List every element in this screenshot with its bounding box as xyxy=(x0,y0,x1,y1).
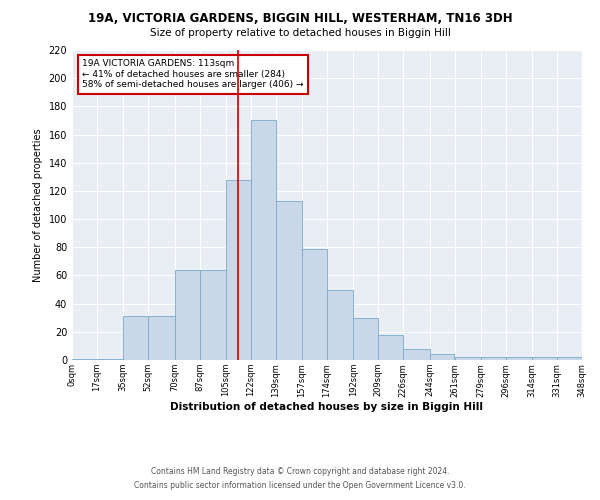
Bar xyxy=(430,354,455,360)
Text: Distribution of detached houses by size in Biggin Hill: Distribution of detached houses by size … xyxy=(170,402,484,412)
Bar xyxy=(532,357,557,360)
Bar xyxy=(97,358,123,360)
Bar xyxy=(403,348,430,360)
Bar xyxy=(251,120,276,360)
Bar xyxy=(557,357,582,360)
Bar xyxy=(378,334,403,360)
Bar xyxy=(148,316,175,360)
Bar xyxy=(455,357,481,360)
Text: Contains HM Land Registry data © Crown copyright and database right 2024.: Contains HM Land Registry data © Crown c… xyxy=(151,468,449,476)
Bar xyxy=(175,270,199,360)
Bar xyxy=(353,318,378,360)
Bar xyxy=(302,248,327,360)
Text: Size of property relative to detached houses in Biggin Hill: Size of property relative to detached ho… xyxy=(149,28,451,38)
Text: 19A, VICTORIA GARDENS, BIGGIN HILL, WESTERHAM, TN16 3DH: 19A, VICTORIA GARDENS, BIGGIN HILL, WEST… xyxy=(88,12,512,26)
Bar xyxy=(72,358,97,360)
Bar xyxy=(199,270,226,360)
Y-axis label: Number of detached properties: Number of detached properties xyxy=(33,128,43,282)
Bar xyxy=(506,357,532,360)
Bar xyxy=(123,316,148,360)
Bar xyxy=(276,201,302,360)
Bar xyxy=(481,357,506,360)
Bar xyxy=(226,180,251,360)
Bar xyxy=(327,290,353,360)
Text: 19A VICTORIA GARDENS: 113sqm
← 41% of detached houses are smaller (284)
58% of s: 19A VICTORIA GARDENS: 113sqm ← 41% of de… xyxy=(82,60,304,89)
Text: Contains public sector information licensed under the Open Government Licence v3: Contains public sector information licen… xyxy=(134,481,466,490)
